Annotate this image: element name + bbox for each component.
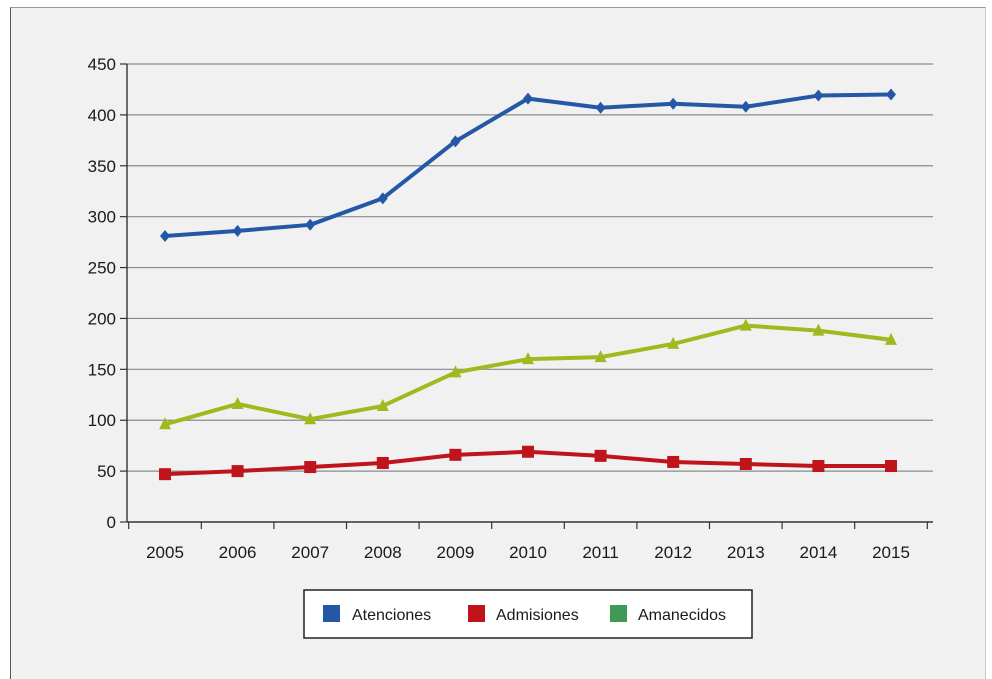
data-point-amanecidos [522, 352, 534, 365]
data-point-atenciones [595, 101, 606, 114]
data-point-amanecidos [231, 396, 244, 409]
x-tick-label: 2009 [436, 543, 474, 562]
data-point-atenciones [740, 100, 751, 113]
x-tick-label: 2010 [509, 543, 547, 562]
data-point-admisiones [449, 448, 462, 461]
data-point-amanecidos [812, 323, 825, 336]
data-point-atenciones [523, 92, 533, 105]
legend-label-admisiones: Admisiones [496, 607, 579, 624]
x-tick-label: 2014 [799, 543, 837, 562]
y-tick-label: 200 [88, 309, 116, 328]
y-tick-label: 450 [88, 55, 116, 74]
data-point-amanecidos [739, 318, 752, 331]
legend-swatch-amanecidos [610, 605, 627, 622]
data-point-amanecidos [885, 332, 897, 345]
x-tick-label: 2015 [872, 543, 910, 562]
data-point-atenciones [813, 89, 824, 102]
data-point-admisiones [739, 457, 752, 470]
data-point-admisiones [159, 468, 171, 481]
legend-label-atenciones: Atenciones [352, 607, 431, 624]
data-point-amanecidos [594, 350, 607, 363]
y-tick-label: 0 [107, 513, 116, 532]
y-tick-label: 150 [88, 360, 116, 379]
y-tick-label: 300 [88, 208, 116, 227]
x-tick-label: 2012 [654, 543, 692, 562]
x-tick-label: 2013 [727, 543, 765, 562]
x-tick-label: 2011 [582, 543, 619, 562]
data-point-admisiones [376, 456, 389, 469]
x-tick-label: 2008 [364, 543, 402, 562]
data-point-atenciones [232, 224, 243, 237]
series-line-amanecidos [163, 323, 893, 427]
data-point-atenciones [377, 192, 388, 205]
legend-swatch-admisiones [468, 605, 485, 622]
data-point-admisiones [594, 449, 607, 462]
data-point-atenciones [450, 135, 461, 148]
y-tick-label: 100 [88, 411, 116, 430]
data-point-atenciones [305, 218, 316, 231]
data-point-amanecidos [159, 417, 171, 430]
data-point-atenciones [668, 97, 679, 110]
y-tick-label: 350 [88, 157, 116, 176]
data-point-admisiones [812, 460, 825, 473]
x-tick-label: 2006 [219, 543, 257, 562]
y-tick-label: 250 [88, 259, 116, 278]
y-tick-label: 50 [97, 462, 116, 481]
chart-frame [10, 7, 986, 679]
data-point-admisiones [304, 461, 317, 474]
data-point-admisiones [522, 445, 534, 458]
y-tick-label: 400 [88, 106, 116, 125]
data-point-admisiones [231, 465, 244, 478]
data-point-admisiones [667, 455, 680, 468]
data-point-atenciones [886, 88, 896, 101]
data-point-admisiones [885, 460, 897, 473]
data-point-amanecidos [667, 336, 680, 349]
legend-swatch-atenciones [323, 605, 340, 622]
legend-label-amanecidos: Amanecidos [638, 607, 726, 624]
data-point-amanecidos [449, 365, 462, 378]
legend-box [303, 589, 753, 639]
data-point-atenciones [160, 230, 170, 243]
data-point-amanecidos [376, 398, 389, 411]
x-tick-label: 2007 [291, 543, 329, 562]
data-point-amanecidos [304, 412, 317, 425]
x-tick-label: 2005 [146, 543, 184, 562]
